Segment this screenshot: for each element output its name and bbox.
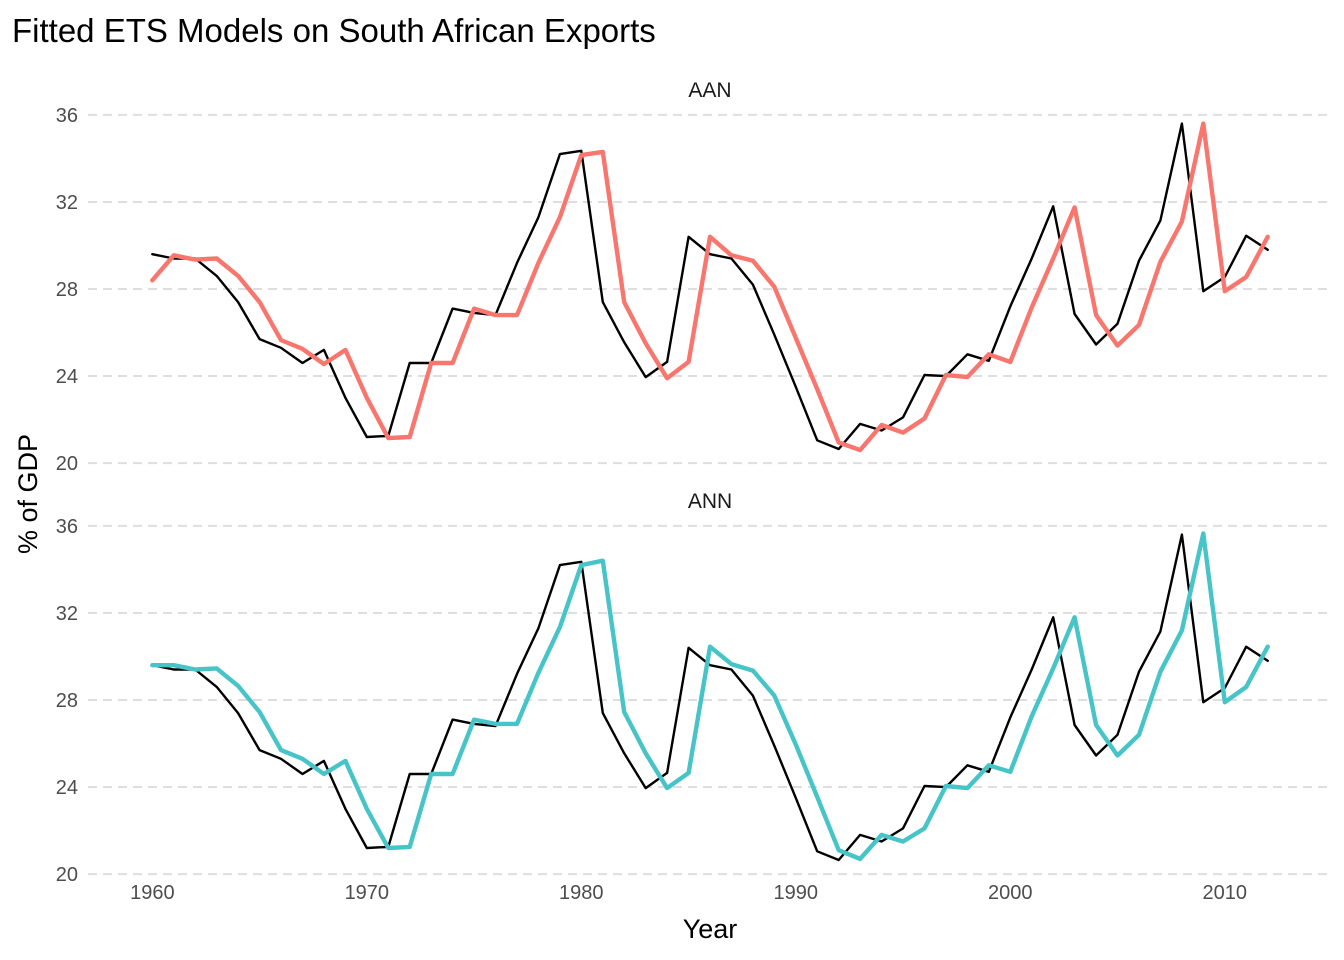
y-tick-label: 24 [56, 366, 78, 388]
facet-panel-ann: ANN 20 24 28 32 36 [56, 490, 1332, 886]
ann-fitted-line [150, 531, 1270, 862]
y-tick-label: 20 [56, 864, 78, 886]
actual-exports-line [151, 122, 1269, 451]
y-tick-label: 28 [56, 690, 78, 712]
aan-fitted-line [150, 121, 1270, 453]
x-tick-label: 1970 [345, 882, 390, 904]
y-tick-label: 24 [56, 777, 78, 799]
x-tick-label: 2010 [1203, 882, 1248, 904]
x-tick-label: 1980 [559, 882, 604, 904]
y-tick-label: 32 [56, 192, 78, 214]
y-tick-label: 28 [56, 279, 78, 301]
facet-label-aan: AAN [688, 79, 731, 102]
chart-title: Fitted ETS Models on South African Expor… [12, 12, 656, 49]
y-tick-label: 32 [56, 603, 78, 625]
y-tick-label: 36 [56, 516, 78, 538]
y-axis-title: % of GDP [13, 434, 43, 554]
y-tick-label: 36 [56, 105, 78, 127]
actual-exports-line [151, 533, 1269, 862]
x-axis: 1960 1970 1980 1990 2000 2010 [130, 882, 1247, 904]
facet-panel-aan: AAN 20 24 28 32 36 [56, 79, 1332, 475]
x-tick-label: 1990 [774, 882, 819, 904]
facet-label-ann: ANN [688, 490, 732, 513]
x-tick-label: 1960 [130, 882, 175, 904]
y-tick-label: 20 [56, 453, 78, 475]
x-axis-title: Year [683, 914, 738, 944]
x-tick-label: 2000 [988, 882, 1033, 904]
